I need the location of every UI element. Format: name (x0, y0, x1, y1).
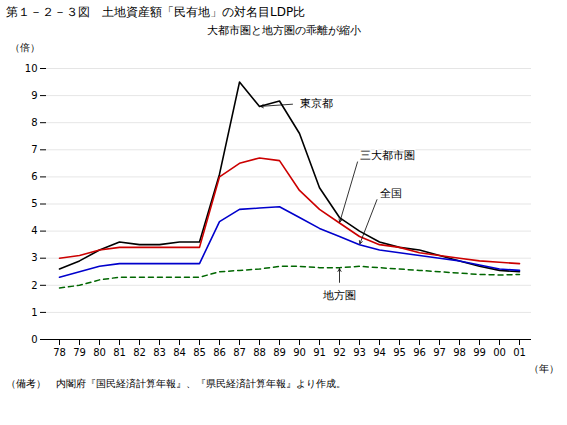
svg-text:99: 99 (473, 347, 486, 358)
svg-text:2: 2 (31, 280, 37, 291)
svg-text:85: 85 (193, 347, 206, 358)
svg-text:88: 88 (253, 347, 266, 358)
svg-text:80: 80 (93, 347, 106, 358)
svg-text:6: 6 (31, 171, 37, 182)
svg-text:84: 84 (173, 347, 186, 358)
svg-text:95: 95 (393, 347, 406, 358)
svg-text:1: 1 (31, 307, 37, 318)
svg-text:89: 89 (273, 347, 286, 358)
svg-text:86: 86 (213, 347, 226, 358)
svg-text:91: 91 (313, 347, 326, 358)
svg-text:79: 79 (73, 347, 86, 358)
svg-text:地方圏: 地方圏 (322, 289, 356, 302)
svg-text:94: 94 (373, 347, 386, 358)
svg-text:82: 82 (133, 347, 146, 358)
svg-text:97: 97 (433, 347, 446, 358)
svg-text:92: 92 (333, 347, 346, 358)
svg-text:83: 83 (153, 347, 166, 358)
svg-text:87: 87 (233, 347, 246, 358)
svg-text:93: 93 (353, 347, 366, 358)
svg-text:5: 5 (31, 198, 37, 209)
svg-text:4: 4 (31, 225, 37, 236)
svg-text:東京都: 東京都 (300, 97, 333, 110)
svg-text:10: 10 (25, 63, 38, 74)
svg-text:（倍）: （倍） (10, 42, 40, 53)
svg-text:（年）: （年） (529, 363, 559, 374)
svg-text:01: 01 (513, 347, 526, 358)
svg-text:全国: 全国 (380, 187, 402, 200)
html-text:第１－２－３図 土地資産額「民有地」の対名目LDP比: 第１－２－３図 土地資産額「民有地」の対名目LDP比 (6, 5, 306, 19)
svg-text:8: 8 (31, 117, 37, 128)
svg-text:三大都市圏: 三大都市圏 (360, 149, 415, 162)
svg-text:0: 0 (31, 334, 37, 345)
svg-text:98: 98 (453, 347, 466, 358)
svg-text:3: 3 (31, 252, 37, 263)
svg-text:00: 00 (493, 347, 506, 358)
svg-text:81: 81 (113, 347, 126, 358)
svg-text:96: 96 (413, 347, 426, 358)
svg-text:7: 7 (31, 144, 37, 155)
svg-text:78: 78 (53, 347, 66, 358)
html-text:大都市圏と地方圏の乖離が縮小: 大都市圏と地方圏の乖離が縮小 (206, 24, 361, 37)
svg-text:9: 9 (31, 90, 37, 101)
svg-text:90: 90 (293, 347, 306, 358)
html-text:（備考） 内閣府『国民経済計算年報』、『県民経済計算年報』よ: （備考） 内閣府『国民経済計算年報』、『県民経済計算年報』より作成。 (6, 378, 346, 389)
